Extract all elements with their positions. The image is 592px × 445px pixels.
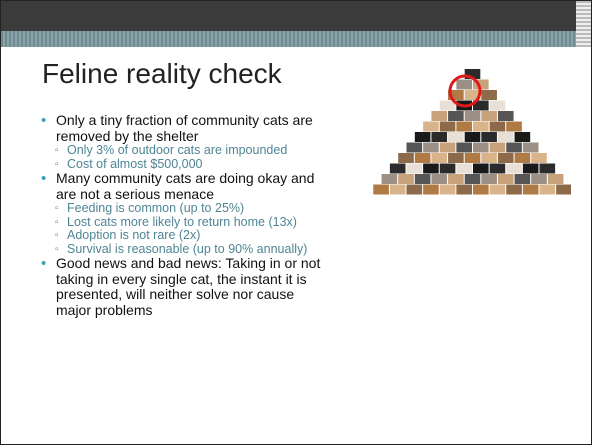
cat (522, 142, 539, 153)
cat (456, 142, 472, 153)
cat (448, 132, 464, 142)
cat (506, 121, 522, 132)
cat (431, 132, 448, 142)
cat (481, 111, 497, 121)
cat (406, 184, 423, 195)
cat (481, 132, 497, 142)
cat (439, 121, 456, 132)
cat (473, 100, 489, 111)
cat (431, 174, 448, 184)
cat (522, 163, 539, 174)
cat (497, 111, 514, 121)
cat (481, 153, 497, 163)
cat (481, 90, 497, 100)
cat (414, 174, 431, 184)
cat-pyramid (373, 69, 571, 195)
cat (539, 163, 556, 174)
cat (423, 184, 439, 195)
cat (389, 163, 406, 174)
header-accent (576, 1, 591, 47)
cat (414, 132, 431, 142)
bullet: Good news and bad news: Taking in or not… (41, 255, 326, 318)
cat (398, 153, 414, 163)
cat (489, 142, 506, 153)
cat (423, 142, 439, 153)
bullet: Many community cats are doing okay and a… (41, 170, 326, 202)
sub-bullet: Feeding is common (up to 25%) (41, 201, 315, 216)
bullet-list: Only a tiny fraction of community cats a… (41, 112, 331, 318)
cat (439, 163, 456, 174)
cat (373, 184, 389, 195)
sub-bullet: Only 3% of outdoor cats are impounded (41, 143, 315, 158)
cat (522, 184, 539, 195)
highlight-circle (448, 74, 482, 108)
cat (473, 79, 489, 90)
sub-bullet: Adoption is not rare (2x) (41, 228, 315, 243)
cat (481, 174, 497, 184)
cat (464, 111, 481, 121)
header-band (1, 31, 591, 47)
slide-title: Feline reality check (42, 58, 282, 89)
cat (431, 153, 448, 163)
cat (423, 121, 439, 132)
cat (556, 184, 571, 195)
cat (489, 184, 506, 195)
cat (406, 163, 423, 174)
cat (514, 174, 531, 184)
cat (547, 174, 564, 184)
header-bar (1, 1, 591, 31)
cat (506, 163, 522, 174)
sub-bullet: Survival is reasonable (up to 90% annual… (41, 242, 315, 257)
cat (431, 111, 448, 121)
cat (414, 153, 431, 163)
cat (506, 142, 522, 153)
cat (439, 184, 456, 195)
cat (456, 184, 472, 195)
cat (448, 111, 464, 121)
cat (439, 100, 456, 111)
cat (439, 142, 456, 153)
cat (389, 184, 406, 195)
cat (398, 174, 414, 184)
cat (531, 174, 547, 184)
cat (514, 132, 531, 142)
cat (464, 69, 481, 79)
cat (448, 153, 464, 163)
cat (448, 90, 464, 100)
cat (489, 163, 506, 174)
cat (456, 121, 472, 132)
cat (464, 90, 481, 100)
cat (464, 153, 481, 163)
bullet: Only a tiny fraction of community cats a… (41, 112, 326, 144)
cat (497, 153, 514, 163)
cat (514, 153, 531, 163)
cat (539, 184, 556, 195)
cat (473, 184, 489, 195)
cat (464, 132, 481, 142)
cat (473, 121, 489, 132)
cat (506, 184, 522, 195)
cat (448, 174, 464, 184)
cat (497, 132, 514, 142)
cat (456, 79, 472, 90)
sub-bullet: Cost of almost $500,000 (41, 157, 315, 172)
cat (406, 142, 423, 153)
cat (497, 174, 514, 184)
cat (456, 163, 472, 174)
cat (381, 174, 398, 184)
cat (531, 153, 547, 163)
cat (473, 163, 489, 174)
cat (489, 100, 506, 111)
cat (473, 142, 489, 153)
cat (464, 174, 481, 184)
sub-bullet: Lost cats more likely to return home (13… (41, 215, 315, 230)
cat (489, 121, 506, 132)
cat (423, 163, 439, 174)
